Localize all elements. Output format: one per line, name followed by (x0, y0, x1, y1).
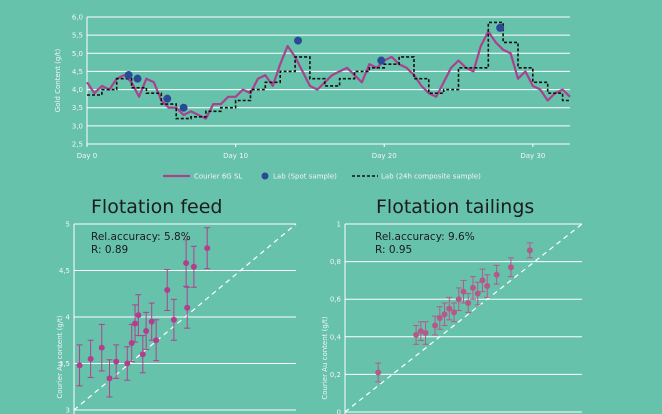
data-point (128, 340, 135, 347)
data-point (204, 245, 211, 252)
data-point (455, 296, 462, 303)
data-point (526, 247, 533, 254)
legend-label-composite: Lab (24h composite sample) (381, 173, 481, 181)
data-point (465, 299, 472, 306)
x-tick-label: Day 30 (520, 152, 545, 160)
spot-sample-point (496, 23, 505, 32)
y-tick-label: 3,5 (59, 360, 70, 368)
legend-label-spot: Lab (Spot sample) (273, 173, 337, 181)
spot-sample-point (179, 103, 188, 112)
data-point (479, 277, 486, 284)
spot-sample-point (377, 56, 386, 65)
x-tick-label: Day 20 (372, 152, 397, 160)
y-tick-label: 4 (66, 314, 71, 322)
y-tick-label: 0 (337, 409, 341, 414)
data-point (183, 260, 190, 267)
spot-sample-point (163, 94, 172, 103)
y-axis-label: Courier Au content (g/t) (56, 315, 64, 399)
legend-label-courier: Courier 6G SL (194, 173, 242, 181)
data-point (139, 351, 146, 358)
data-point (98, 344, 105, 351)
gold-content-line-chart: 2,5 3,0 3,5 4,0 4,5 5,0 5,5 6,0 Day 0 Day 10 Day 2… (54, 14, 571, 181)
data-point (170, 316, 177, 323)
spot-sample-point (294, 36, 303, 45)
data-point (469, 284, 476, 291)
y-tick-label: 3,5 (72, 104, 83, 112)
y-tick-label: 0,8 (330, 258, 341, 266)
y-tick-label: 5,0 (72, 50, 83, 58)
y-tick-label: 3 (66, 407, 70, 414)
flotation-feed-stats: Rel.accuracy: 5.8% R: 0.89 (91, 231, 191, 257)
data-point (436, 315, 443, 321)
data-point (87, 355, 94, 362)
tailings-r-text: R: 0.95 (375, 244, 413, 256)
feed-accuracy-text: Rel.accuracy: 5.8% (91, 231, 191, 243)
data-point (375, 369, 382, 376)
flotation-feed-scatter-chart: 3 3,5 4 4,5 5 Courier Au content (g/t) (56, 221, 297, 414)
y-tick-label: 3,0 (72, 122, 83, 130)
data-point (76, 362, 83, 369)
data-point (422, 330, 429, 337)
data-point (135, 312, 142, 319)
composite-sample-line (87, 21, 570, 120)
data-point (106, 375, 113, 382)
flotation-feed-title: Flotation feed (91, 196, 223, 218)
data-point (432, 322, 439, 329)
data-point (184, 304, 191, 311)
y-tick-label: 4,5 (72, 68, 83, 76)
data-point (493, 271, 500, 278)
y-axis-label: Gold Content (g/t) (54, 49, 62, 113)
spot-sample-point (124, 71, 133, 80)
feed-r-text: R: 0.89 (91, 244, 129, 256)
y-tick-label: 5 (66, 221, 70, 229)
data-point (153, 337, 160, 344)
y-tick-label: 0,6 (330, 296, 342, 304)
legend-swatch-spot (261, 172, 269, 180)
tailings-accuracy-text: Rel.accuracy: 9.6% (375, 231, 475, 243)
data-point (143, 327, 150, 334)
data-point (417, 328, 424, 335)
y-tick-label: 6,0 (72, 14, 83, 22)
data-point (164, 287, 171, 294)
flotation-tailings-title: Flotation tailings (376, 196, 535, 218)
x-tick-label: Day 0 (77, 152, 98, 160)
y-tick-label: 0,2 (330, 371, 341, 379)
courier-series-line (86, 30, 571, 120)
data-point (484, 283, 491, 290)
y-tick-label: 2,5 (72, 141, 83, 149)
data-point (446, 305, 453, 312)
data-point (507, 264, 514, 271)
data-point (190, 263, 197, 270)
identity-line (344, 223, 583, 413)
flotation-tailings-stats: Rel.accuracy: 9.6% R: 0.95 (375, 231, 475, 257)
data-point (413, 331, 420, 338)
y-tick-label: 1 (337, 221, 341, 229)
y-axis-label: Courier Au content (g/t) (321, 316, 329, 400)
data-point (132, 320, 139, 327)
y-tick-label: 4,0 (72, 86, 83, 94)
spot-sample-point (133, 74, 142, 83)
data-point (113, 358, 120, 365)
flotation-tailings-scatter-chart: 0 0,2 0,4 0,6 0,8 1 Courier Au content (g/t) (321, 221, 583, 414)
data-point (451, 309, 458, 316)
x-tick-label: Day 10 (223, 152, 248, 160)
y-tick-label: 5,5 (72, 32, 83, 40)
y-tick-label: 0,4 (330, 333, 342, 341)
y-tick-label: 4,5 (59, 267, 70, 275)
data-point (460, 288, 467, 295)
data-point (474, 290, 481, 297)
data-point (441, 311, 448, 318)
